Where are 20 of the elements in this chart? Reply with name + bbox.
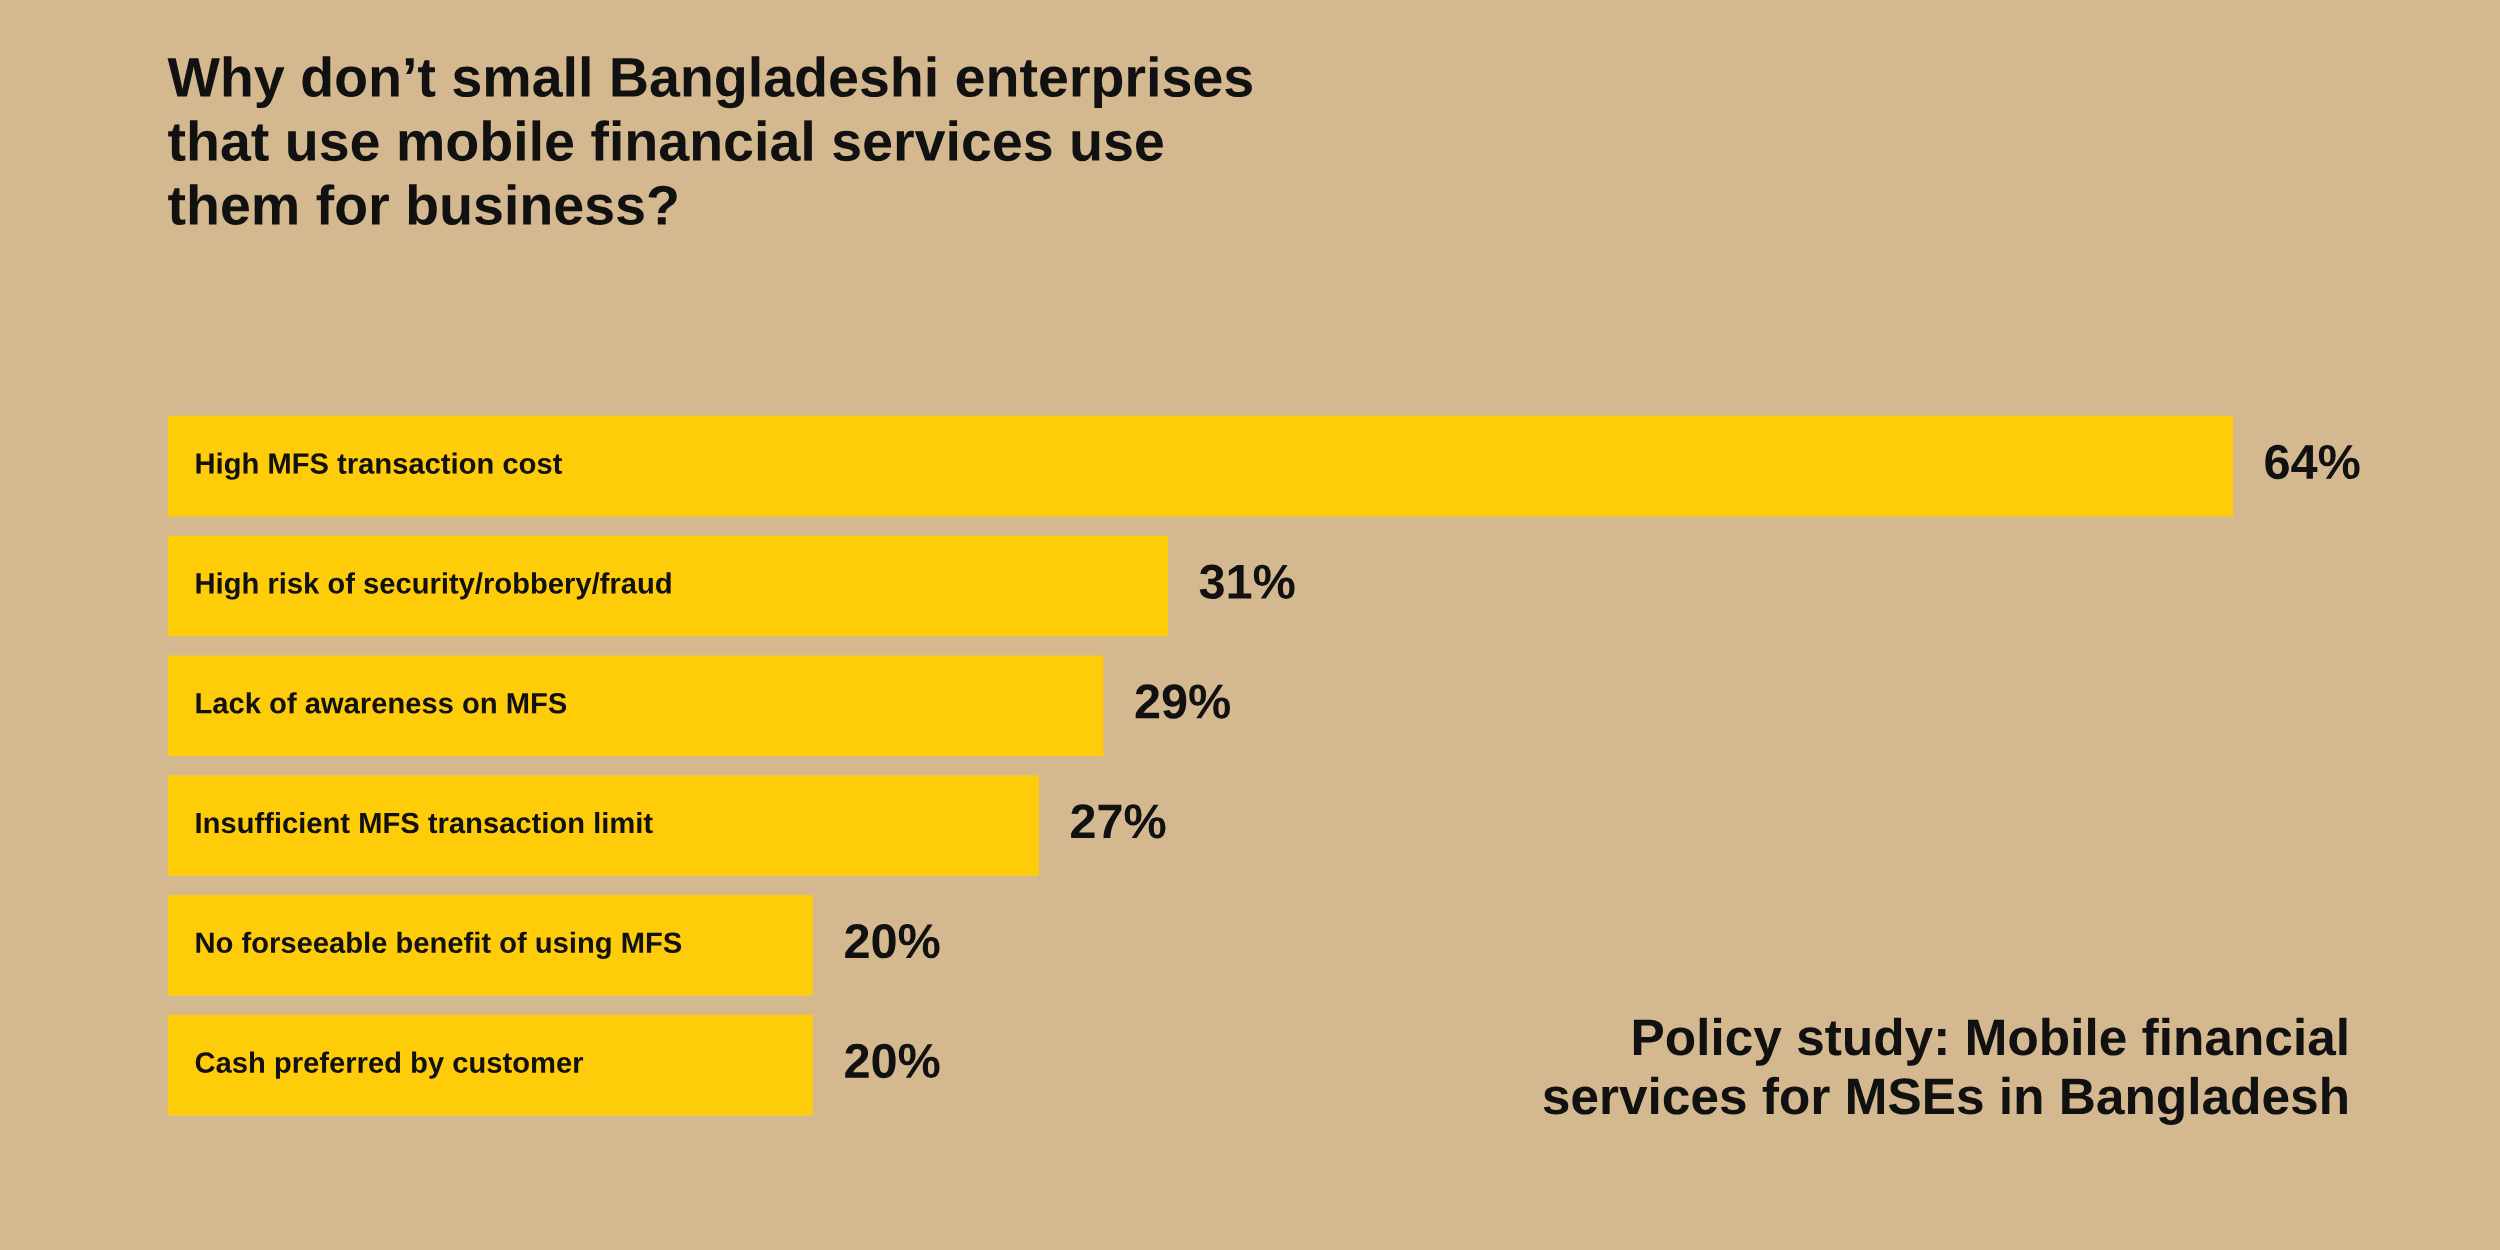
- chart-title: Why don’t small Bangladeshi enterprises that use mobile financial services use them for business?: [167, 56, 1252, 226]
- data-label: 27%: [1071, 804, 1166, 839]
- data-label: 20%: [845, 1043, 940, 1079]
- bar: [167, 535, 1168, 637]
- bar: [167, 895, 813, 996]
- y-tick-label: Insufficient MFS transaction limit: [196, 811, 653, 834]
- y-tick-label: No forseeable benefit of using MFS: [196, 931, 682, 959]
- y-tick-label: High risk of security/robbery/fraud: [196, 572, 671, 600]
- y-tick-label: High MFS transaction cost: [196, 452, 562, 480]
- bar: [167, 655, 1104, 757]
- bar: [167, 1014, 813, 1116]
- data-label: 31%: [1199, 564, 1295, 600]
- data-label: 64%: [2265, 444, 2360, 480]
- y-tick-label: Cash preferred by customer: [195, 1051, 584, 1079]
- bar: [167, 775, 1039, 876]
- bar: [167, 415, 2233, 517]
- data-label: 20%: [845, 923, 940, 959]
- y-tick-label: Lack of awareness on MFS: [196, 692, 567, 714]
- data-label: 29%: [1135, 684, 1230, 719]
- annotation: Policy study: Mobile financial services for MSEs in Bangladesh: [1543, 1017, 2347, 1125]
